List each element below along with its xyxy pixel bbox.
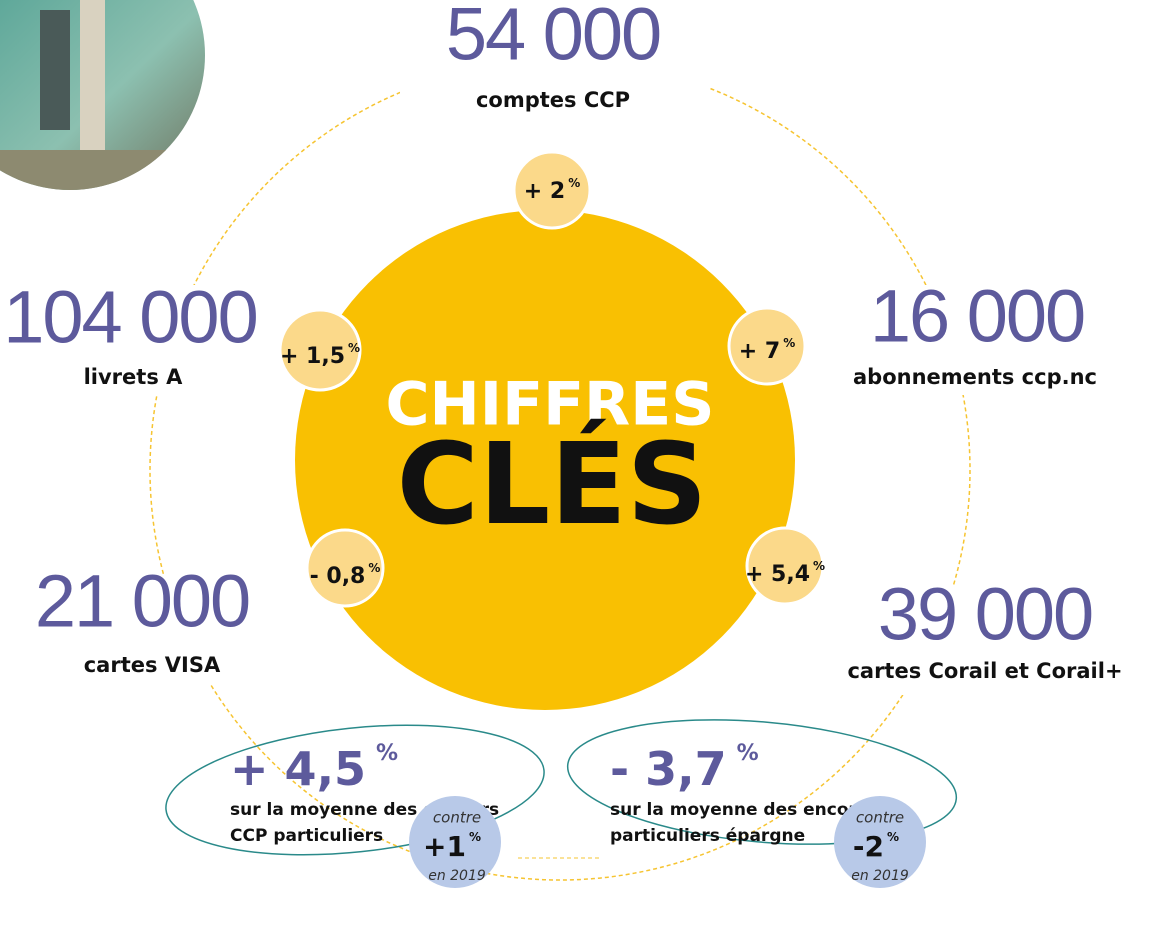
mask: [20, 575, 270, 685]
compare-year: en 2019: [428, 868, 486, 884]
outstanding-change: - 3,7%: [610, 741, 759, 796]
outstanding-line: CCP particuliers: [230, 826, 383, 846]
change: + 1,5: [280, 344, 345, 369]
center-circle: [295, 210, 795, 710]
unit: %: [376, 741, 398, 766]
change: + 7: [739, 339, 780, 364]
stat-value: 54 000: [446, 0, 660, 76]
outstanding-line: sur la moyenne des encours: [610, 800, 879, 820]
outline: [165, 724, 545, 856]
stat-value: 104 000: [3, 276, 257, 359]
stat-label: comptes CCP: [476, 88, 630, 112]
unit: %: [813, 559, 825, 573]
compare-circle: [409, 796, 501, 888]
value: -2: [853, 830, 884, 863]
mask: [400, 0, 710, 120]
stat-label: livrets A: [84, 365, 184, 389]
dashed-ring: [149, 59, 971, 881]
change-text: - 0,8%: [310, 561, 381, 590]
title-line1: CHIFFRES: [386, 370, 715, 440]
unit: %: [737, 741, 759, 766]
change: - 3,7: [610, 742, 727, 796]
change-badge: - 0,8%: [305, 528, 385, 608]
change-badge: + 7%: [727, 306, 807, 386]
compare-circle: [834, 796, 926, 888]
compare-prefix: contre: [433, 809, 481, 827]
change-badge: + 1,5%: [278, 308, 362, 392]
unit: %: [887, 830, 899, 844]
outstanding-line: particuliers épargne: [610, 826, 805, 846]
title-line2: CLÉS: [397, 418, 708, 550]
compare-prefix: contre: [856, 809, 904, 827]
outline: [566, 719, 958, 845]
mask: [830, 285, 1130, 395]
unit: %: [568, 176, 580, 190]
change-text: + 1,5%: [280, 341, 360, 370]
change-text: + 2%: [524, 176, 580, 205]
stat-label: cartes VISA: [84, 653, 221, 677]
change-badge: + 5,4%: [745, 526, 825, 606]
photo: [0, 0, 205, 190]
stat-value: 21 000: [35, 560, 249, 643]
unit: %: [368, 561, 380, 575]
value: +1: [423, 830, 466, 863]
unit: %: [348, 341, 360, 355]
stat-value: 16 000: [870, 275, 1084, 358]
unit: %: [469, 830, 481, 844]
stat-label: cartes Corail et Corail+: [847, 659, 1122, 683]
outstanding-change: + 4,5%: [230, 741, 398, 796]
compare-year: en 2019: [851, 868, 909, 884]
stat-value: 39 000: [878, 573, 1092, 656]
change-text: + 7%: [739, 336, 795, 365]
change: + 4,5: [230, 742, 366, 796]
change-text: + 5,4%: [745, 559, 825, 588]
change: + 5,4: [745, 562, 810, 587]
compare-value: -2%: [853, 830, 899, 864]
change: + 2: [524, 179, 565, 204]
mask: [10, 285, 260, 395]
change: - 0,8: [310, 564, 366, 589]
stat-label: abonnements ccp.nc: [853, 365, 1097, 389]
compare-value: +1%: [423, 830, 481, 864]
mask: [820, 585, 1150, 695]
change-badge: + 2%: [512, 150, 592, 230]
unit: %: [783, 336, 795, 350]
